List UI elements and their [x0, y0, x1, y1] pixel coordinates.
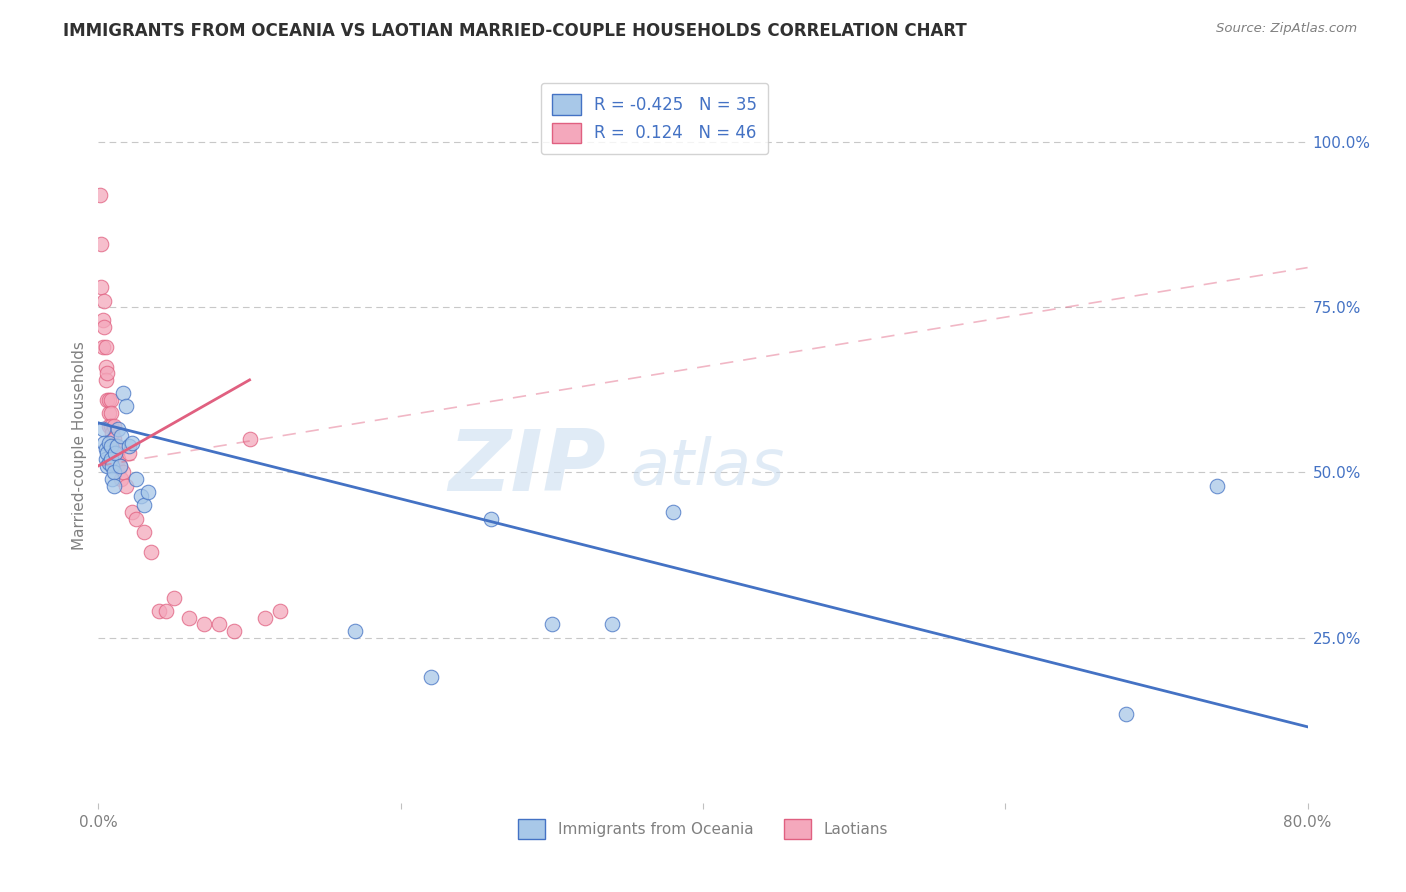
- Point: [94, 340, 117, 354]
- Point: [105, 445, 128, 459]
- Point: [132, 499, 155, 513]
- Point: [91, 422, 114, 436]
- Point: [118, 445, 141, 459]
- Point: [104, 452, 127, 467]
- Point: [111, 386, 134, 401]
- Point: [136, 485, 159, 500]
- Text: atlas: atlas: [630, 436, 785, 499]
- Point: [179, 611, 201, 625]
- Point: [100, 392, 122, 407]
- Point: [103, 478, 125, 492]
- Point: [98, 406, 121, 420]
- Point: [98, 435, 121, 450]
- Point: [90, 280, 112, 294]
- Point: [100, 439, 122, 453]
- Point: [111, 466, 134, 480]
- Point: [1206, 478, 1229, 492]
- Point: [155, 604, 177, 618]
- Point: [96, 392, 118, 407]
- Point: [100, 419, 122, 434]
- Point: [101, 439, 124, 453]
- Point: [253, 611, 276, 625]
- Point: [101, 458, 124, 473]
- Point: [481, 511, 503, 525]
- Point: [104, 445, 127, 459]
- Point: [98, 392, 121, 407]
- Point: [269, 604, 291, 618]
- Point: [224, 624, 246, 638]
- Point: [1115, 706, 1137, 721]
- Point: [91, 340, 114, 354]
- Point: [661, 505, 683, 519]
- Point: [103, 419, 125, 434]
- Point: [107, 422, 129, 436]
- Point: [105, 439, 128, 453]
- Point: [344, 624, 367, 638]
- Point: [94, 359, 117, 374]
- Point: [114, 400, 136, 414]
- Point: [96, 458, 118, 473]
- Point: [101, 425, 124, 440]
- Point: [108, 458, 131, 473]
- Point: [602, 617, 624, 632]
- Point: [110, 429, 132, 443]
- Point: [193, 617, 215, 632]
- Text: IMMIGRANTS FROM OCEANIA VS LAOTIAN MARRIED-COUPLE HOUSEHOLDS CORRELATION CHART: IMMIGRANTS FROM OCEANIA VS LAOTIAN MARRI…: [63, 22, 967, 40]
- Point: [129, 489, 152, 503]
- Point: [100, 406, 122, 420]
- Point: [103, 433, 125, 447]
- Point: [110, 472, 132, 486]
- Point: [118, 439, 141, 453]
- Text: Source: ZipAtlas.com: Source: ZipAtlas.com: [1216, 22, 1357, 36]
- Point: [114, 478, 136, 492]
- Point: [125, 511, 148, 525]
- Text: ZIP: ZIP: [449, 425, 606, 509]
- Point: [540, 617, 562, 632]
- Point: [93, 320, 115, 334]
- Point: [132, 524, 155, 539]
- Point: [93, 435, 115, 450]
- Point: [105, 458, 128, 473]
- Point: [96, 367, 118, 381]
- Point: [107, 452, 129, 467]
- Y-axis label: Married-couple Households: Married-couple Households: [72, 342, 87, 550]
- Legend: Immigrants from Oceania, Laotians: Immigrants from Oceania, Laotians: [512, 814, 894, 845]
- Point: [141, 545, 163, 559]
- Point: [163, 591, 186, 605]
- Point: [98, 456, 121, 470]
- Point: [108, 458, 131, 473]
- Point: [93, 293, 115, 308]
- Point: [148, 604, 170, 618]
- Point: [100, 452, 122, 467]
- Point: [94, 373, 117, 387]
- Point: [420, 670, 443, 684]
- Point: [103, 466, 125, 480]
- Point: [94, 442, 117, 457]
- Point: [96, 445, 118, 459]
- Point: [104, 439, 127, 453]
- Point: [239, 433, 262, 447]
- Point: [89, 188, 111, 202]
- Point: [90, 237, 112, 252]
- Point: [125, 472, 148, 486]
- Point: [121, 505, 143, 519]
- Point: [91, 313, 114, 327]
- Point: [101, 472, 124, 486]
- Point: [94, 452, 117, 467]
- Point: [208, 617, 231, 632]
- Point: [98, 419, 121, 434]
- Point: [121, 435, 143, 450]
